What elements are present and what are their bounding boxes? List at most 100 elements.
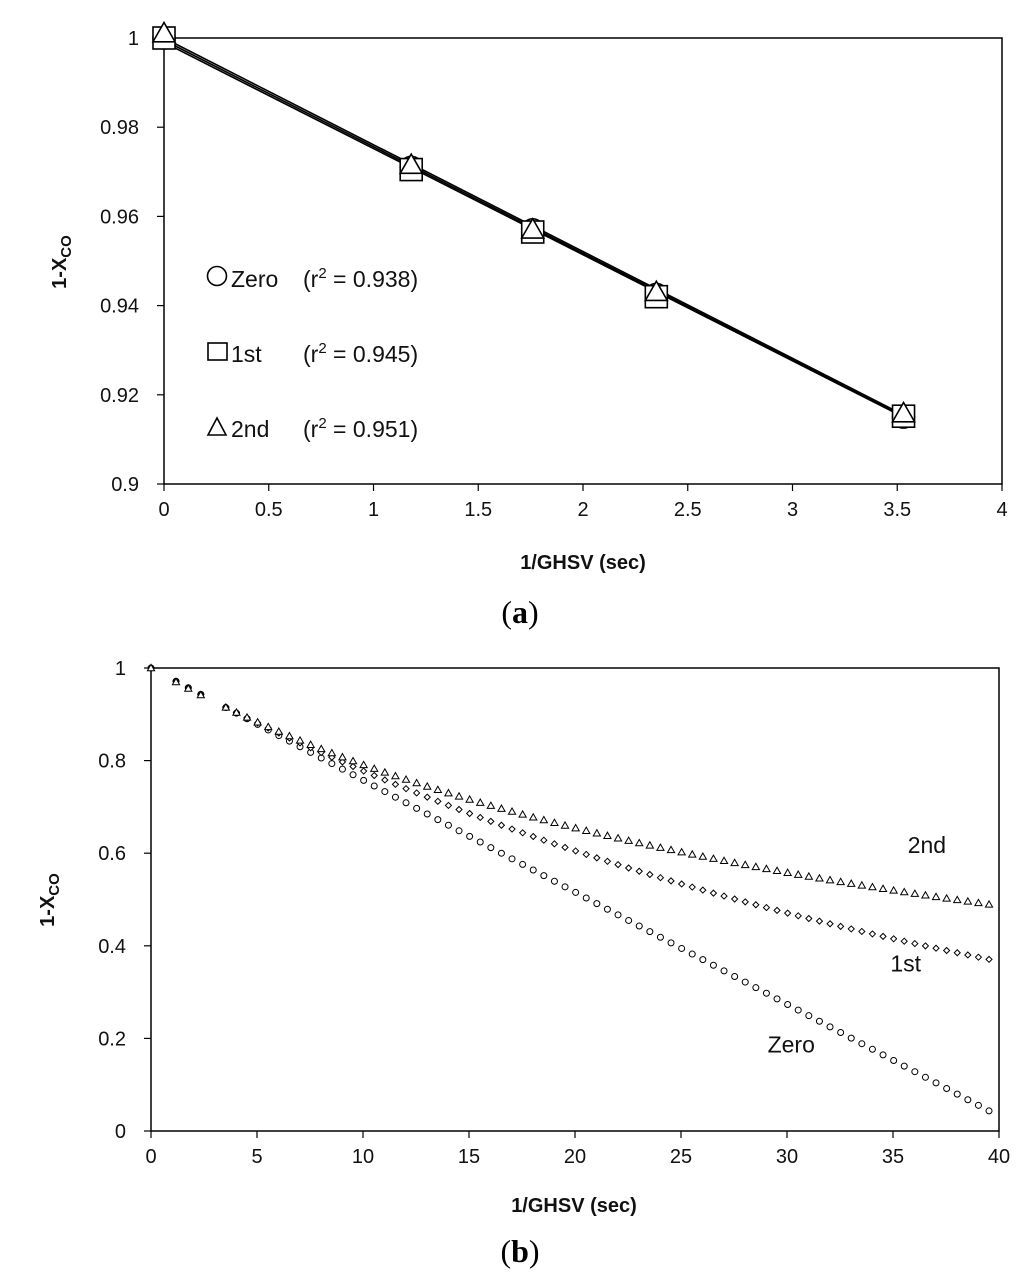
point-zero <box>603 905 611 913</box>
point-1st <box>646 870 654 879</box>
point-1st <box>709 889 718 897</box>
x-tick-label: 5 <box>251 1146 262 1168</box>
point-zero <box>741 978 749 986</box>
y-tick-label: 0.4 <box>98 936 126 958</box>
chart-b-curve-labels: 2nd 1st Zero <box>768 832 947 1057</box>
y-tick-label: 0 <box>115 1121 126 1143</box>
point-2nd <box>454 791 464 800</box>
point-1st <box>900 937 908 945</box>
legend-label-2nd: 2nd <box>231 416 269 442</box>
point-zero <box>413 804 421 812</box>
point-zero <box>434 816 442 824</box>
point-2nd <box>698 851 708 860</box>
point-zero <box>773 995 781 1003</box>
legend-triangle-icon <box>206 416 228 436</box>
point-zero <box>985 1107 993 1115</box>
point-2nd <box>655 843 665 851</box>
point-1st <box>964 951 972 959</box>
point-1st <box>699 886 707 894</box>
point-2nd <box>231 707 241 716</box>
point-zero <box>508 855 516 863</box>
point-zero <box>932 1079 940 1087</box>
x-tick-label: 3.5 <box>883 499 911 521</box>
x-tick-label: 10 <box>352 1146 374 1168</box>
point-zero <box>444 821 452 829</box>
point-1st <box>465 809 474 818</box>
point-zero <box>847 1034 855 1042</box>
chart-a-legend: Zero (r2 = 0.938) 1st (r2 = 0.945) 2nd (… <box>206 265 418 442</box>
point-2nd <box>666 845 676 854</box>
point-2nd <box>899 887 909 896</box>
point-1st <box>794 912 802 920</box>
point-2nd <box>196 690 206 699</box>
x-tick-label: 1 <box>368 499 379 521</box>
point-zero <box>614 911 622 919</box>
point-zero <box>540 872 548 880</box>
point-zero <box>381 788 389 796</box>
x-tick-label: 0 <box>158 499 169 521</box>
point-2nd <box>560 820 570 829</box>
x-tick-label: 40 <box>988 1146 1010 1168</box>
point-1st <box>921 942 930 950</box>
point-2nd <box>592 828 602 837</box>
point-zero <box>466 832 474 840</box>
chart-b: 0 5 10 15 20 25 30 35 40 0 0.2 0.4 0.6 0.8 1 2nd 1st Ze… <box>37 658 1010 1269</box>
point-2nd <box>708 854 718 862</box>
point-2nd <box>284 731 294 740</box>
point-1st <box>455 805 463 814</box>
point-2nd <box>857 880 867 889</box>
point-2nd <box>263 722 273 731</box>
point-2nd <box>412 778 422 787</box>
point-1st <box>518 829 527 837</box>
point-2nd <box>443 788 453 797</box>
x-tick-label: 3 <box>787 499 798 521</box>
point-2nd <box>316 744 326 753</box>
point-zero <box>868 1045 876 1053</box>
point-2nd <box>719 856 729 865</box>
point-2nd <box>433 785 443 794</box>
point-1st <box>593 854 601 862</box>
legend-label-1st: 1st <box>231 341 262 367</box>
point-2nd <box>422 781 432 790</box>
point-1st <box>889 935 898 943</box>
point-1st <box>487 817 495 826</box>
point-zero <box>752 984 760 992</box>
point-1st <box>868 930 877 938</box>
point-1st <box>402 784 410 793</box>
point-2nd <box>369 764 379 772</box>
point-zero <box>794 1006 802 1014</box>
point-1st <box>476 813 484 822</box>
point-2nd <box>518 809 528 818</box>
point-zero <box>455 827 463 835</box>
point-zero <box>497 849 505 857</box>
point-zero <box>953 1090 961 1098</box>
point-2nd <box>804 871 814 880</box>
point-1st <box>911 939 919 948</box>
point-2nd <box>836 877 846 886</box>
point-zero <box>635 922 643 930</box>
y-tick-label: 0.6 <box>98 843 126 865</box>
point-zero <box>391 793 399 801</box>
y-tick-label: 0.98 <box>100 117 139 139</box>
point-zero <box>519 860 527 868</box>
point-1st <box>391 780 400 789</box>
point-zero <box>921 1073 929 1081</box>
point-2nd <box>889 885 899 894</box>
chart-a-y-ticks: 0.9 0.92 0.94 0.96 0.98 1 <box>100 28 164 496</box>
point-1st <box>826 920 834 928</box>
x-tick-label: 2 <box>577 499 588 521</box>
point-2nd <box>891 400 916 423</box>
point-1st <box>953 949 961 957</box>
y-tick-label: 1 <box>115 658 126 680</box>
legend-item-zero: Zero (r2 = 0.938) <box>206 265 418 292</box>
point-1st <box>444 801 453 810</box>
point-2nd <box>602 831 612 839</box>
legend-item-2nd: 2nd (r2 = 0.951) <box>206 415 418 442</box>
chart-b-y-axis-title: 1-XCO <box>37 873 63 927</box>
point-1st <box>423 793 431 801</box>
point-zero <box>943 1085 951 1093</box>
point-2nd <box>973 898 983 907</box>
point-1st <box>381 776 389 784</box>
chart-a-x-axis-title: 1/GHSV (sec) <box>520 552 646 574</box>
point-zero <box>582 894 590 902</box>
